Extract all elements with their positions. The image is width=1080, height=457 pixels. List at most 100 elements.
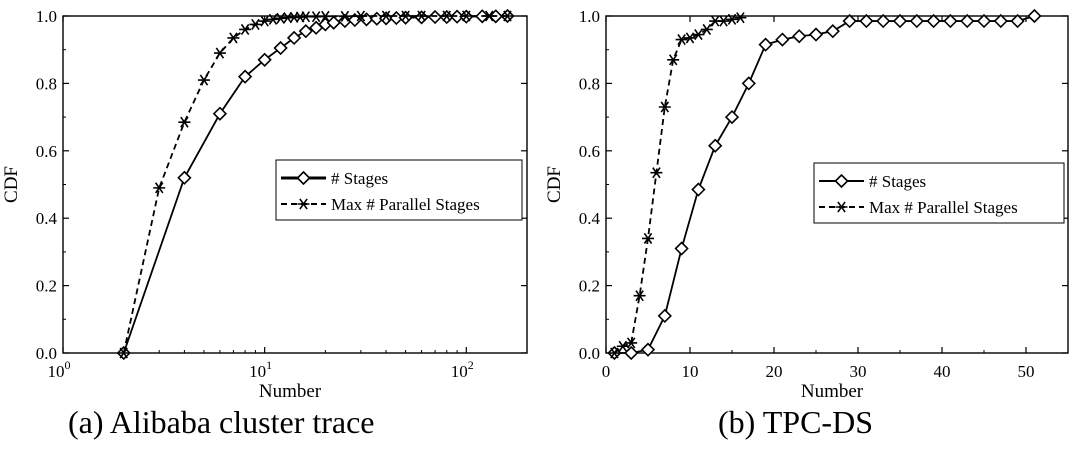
x-tick-label: 40 xyxy=(934,362,951,381)
data-point-asterisk xyxy=(658,101,671,113)
data-point-asterisk xyxy=(440,10,453,22)
data-point-asterisk xyxy=(338,10,351,22)
data-point-diamond xyxy=(859,13,874,29)
data-point-asterisk xyxy=(319,10,332,22)
data-point-asterisk xyxy=(415,10,428,22)
data-point-asterisk xyxy=(354,10,367,22)
y-tick-label: 0.2 xyxy=(36,277,57,296)
data-point-asterisk xyxy=(642,232,654,244)
data-point-diamond xyxy=(825,24,840,39)
data-point-diamond xyxy=(640,342,656,357)
data-point-diamond xyxy=(298,24,313,39)
data-point-asterisk xyxy=(227,32,240,44)
data-point-diamond xyxy=(691,182,706,197)
data-point-asterisk xyxy=(650,167,663,179)
data-point-asterisk xyxy=(249,18,262,30)
x-tick-label: 10 xyxy=(682,362,699,381)
data-point-asterisk xyxy=(117,347,130,359)
data-point-diamond xyxy=(624,345,639,361)
data-point-diamond xyxy=(943,13,958,29)
legend-diamond-icon xyxy=(296,170,311,186)
data-point-diamond xyxy=(976,13,992,29)
data-point-diamond xyxy=(758,37,773,52)
data-point-diamond xyxy=(177,170,192,185)
x-tick-label: 100 xyxy=(48,358,71,381)
data-point-diamond xyxy=(808,27,824,42)
legend-box xyxy=(813,162,1065,224)
x-tick-label: 50 xyxy=(1018,362,1035,381)
x-tick-label: 0 xyxy=(602,362,611,381)
y-tick-label: 0.0 xyxy=(579,344,600,363)
chart-a: 0.0 0.2 0.4 0.6 0.8 1.0 100 101 102 Number CDF # St… xyxy=(1,7,528,400)
data-point-diamond xyxy=(237,69,253,84)
y-tick-label: 0.4 xyxy=(36,209,58,228)
data-point-diamond xyxy=(960,13,975,29)
legend-label: Max # Parallel Stages xyxy=(869,198,1018,217)
data-point-diamond xyxy=(398,10,413,25)
x-tick-label: 20 xyxy=(766,362,783,381)
series-max-parallel-stages xyxy=(117,10,514,359)
data-point-asterisk xyxy=(726,13,738,25)
data-point-diamond xyxy=(724,109,740,125)
data-point-diamond xyxy=(257,52,272,67)
data-point-asterisk xyxy=(266,13,279,25)
data-point-diamond xyxy=(286,30,302,46)
y-tick-label: 0.4 xyxy=(579,209,601,228)
data-point-diamond xyxy=(892,13,908,29)
data-point-diamond xyxy=(842,13,857,29)
y-tick-label: 0.6 xyxy=(579,142,600,161)
y-axis-label: CDF xyxy=(1,166,22,203)
data-point-diamond xyxy=(326,15,341,30)
series-line xyxy=(613,16,741,354)
y-tick-label: 0.0 xyxy=(36,344,57,363)
data-point-asterisk xyxy=(625,337,638,349)
x-axis-label: Number xyxy=(259,381,322,400)
data-point-diamond xyxy=(273,40,288,56)
data-point-diamond xyxy=(708,138,723,153)
y-axis-label: CDF xyxy=(544,166,565,203)
data-point-diamond xyxy=(674,241,689,256)
data-point-asterisk xyxy=(667,54,680,66)
chart-b: 0.0 0.2 0.4 0.6 0.8 1.0 0 10 20 30 40 50 Number CDF # … xyxy=(544,7,1069,400)
data-point-diamond xyxy=(1010,13,1025,29)
data-point-diamond xyxy=(926,13,941,29)
data-point-asterisk xyxy=(178,116,191,128)
y-tick-label: 0.8 xyxy=(579,74,600,93)
data-point-diamond xyxy=(212,106,228,121)
legend-a: # Stages Max # Parallel Stages xyxy=(275,159,523,221)
legend-label: # Stages xyxy=(331,169,388,188)
data-point-asterisk xyxy=(608,347,621,359)
y-tick-label: 0.2 xyxy=(579,277,600,296)
data-point-asterisk xyxy=(460,10,473,22)
data-point-asterisk xyxy=(483,10,496,22)
x-tick-label: 102 xyxy=(451,358,474,381)
data-point-diamond xyxy=(876,13,891,29)
data-point-asterisk xyxy=(299,11,312,23)
data-point-diamond xyxy=(427,9,443,25)
data-point-diamond xyxy=(741,76,756,91)
legend-label: # Stages xyxy=(869,172,926,191)
data-point-asterisk xyxy=(258,15,271,27)
legend-asterisk-icon xyxy=(297,198,310,210)
legend-label: Max # Parallel Stages xyxy=(331,195,480,214)
data-point-asterisk xyxy=(197,74,210,86)
data-point-asterisk xyxy=(380,10,393,22)
data-point-diamond xyxy=(657,308,672,324)
series-stages xyxy=(607,8,1042,361)
data-point-asterisk xyxy=(692,28,705,41)
data-point-asterisk xyxy=(399,10,412,22)
data-point-diamond xyxy=(993,13,1008,29)
data-point-asterisk xyxy=(675,34,688,46)
caption-a: (a) Alibaba cluster trace xyxy=(68,404,375,440)
data-point-diamond xyxy=(909,13,924,29)
data-point-asterisk xyxy=(153,182,166,194)
y-tick-label: 1.0 xyxy=(36,7,57,26)
data-point-asterisk xyxy=(501,10,514,22)
legend-diamond-icon xyxy=(834,173,849,189)
data-point-asterisk xyxy=(213,47,226,59)
y-tick-label: 1.0 xyxy=(579,7,600,26)
data-point-asterisk xyxy=(700,23,713,36)
data-point-asterisk xyxy=(734,12,747,24)
data-point-asterisk xyxy=(239,23,252,36)
